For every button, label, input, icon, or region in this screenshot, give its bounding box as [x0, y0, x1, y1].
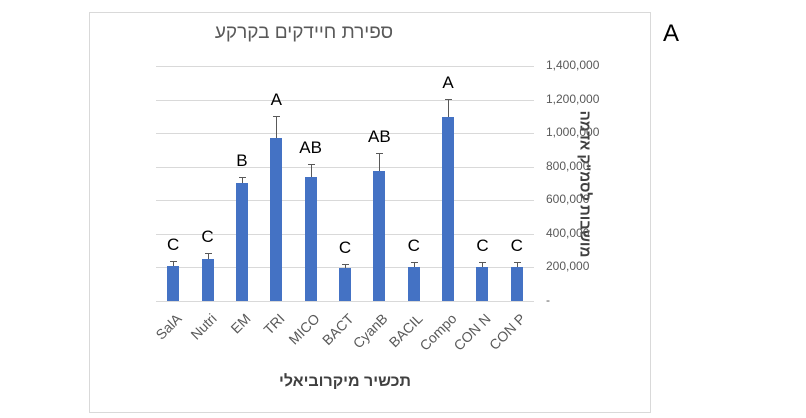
error-cap: [342, 264, 349, 266]
chart-frame: [89, 12, 651, 413]
significance-letter: C: [510, 236, 523, 256]
significance-letter: C: [201, 227, 214, 247]
significance-letter: C: [167, 234, 180, 254]
gridline: [156, 166, 534, 168]
bar-bact: [339, 268, 351, 301]
error-bar: [413, 262, 415, 267]
error-cap: [479, 262, 487, 264]
y-tick-label: 400,000: [546, 225, 590, 240]
y-tick-label: 1,400,000: [546, 58, 600, 72]
error-bar: [379, 153, 381, 171]
error-cap: [376, 153, 384, 155]
bar-compo: [442, 117, 455, 301]
error-bar: [310, 164, 312, 177]
error-cap: [513, 262, 521, 264]
significance-letter: AB: [299, 138, 322, 158]
bar-nutri: [201, 259, 214, 301]
significance-letter: A: [270, 90, 282, 110]
significance-letter: A: [442, 72, 454, 92]
significance-letter: B: [236, 150, 248, 170]
bar-con-p: [510, 266, 523, 301]
significance-letter: C: [338, 238, 352, 258]
significance-letter: C: [407, 236, 420, 256]
error-bar: [345, 264, 346, 269]
bar-em: [235, 182, 248, 301]
significance-letter: C: [476, 236, 489, 256]
error-bar: [276, 116, 278, 139]
bar-mico: [304, 176, 317, 301]
error-bar: [448, 98, 450, 118]
y-tick-label: 1,000,000: [546, 125, 600, 140]
gridline: [156, 200, 534, 202]
bar-sala: [167, 265, 180, 301]
y-tick-label: 800,000: [546, 158, 590, 173]
significance-letter: AB: [368, 127, 391, 147]
error-bar: [207, 253, 209, 260]
gridline: [156, 66, 534, 67]
x-axis-label: תכשיר מיקרוביאלי: [279, 373, 411, 390]
y-tick-label: -: [546, 293, 550, 307]
gridline: [156, 133, 534, 135]
y-tick-label: 1,200,000: [546, 91, 600, 106]
error-cap: [445, 98, 453, 100]
chart-title: ספירת חיידקים בקרקע: [214, 22, 394, 43]
bar-con-n: [476, 266, 489, 301]
error-bar: [482, 262, 484, 267]
error-cap: [170, 260, 178, 262]
gridline: [156, 233, 534, 235]
gridline: [156, 99, 534, 101]
error-cap: [307, 164, 315, 166]
error-bar: [241, 176, 243, 183]
gridline: [156, 301, 534, 302]
error-cap: [238, 176, 246, 178]
y-tick-label: 200,000: [546, 259, 590, 274]
error-bar: [173, 260, 175, 266]
bar-bacil: [407, 266, 420, 301]
error-cap: [410, 262, 418, 264]
error-cap: [204, 253, 212, 255]
y-tick-label: 600,000: [546, 192, 590, 207]
bar-cyanb: [373, 170, 386, 301]
panel-label: A: [663, 20, 680, 47]
bar-tri: [270, 138, 283, 301]
error-bar: [516, 262, 518, 267]
error-cap: [273, 116, 281, 118]
